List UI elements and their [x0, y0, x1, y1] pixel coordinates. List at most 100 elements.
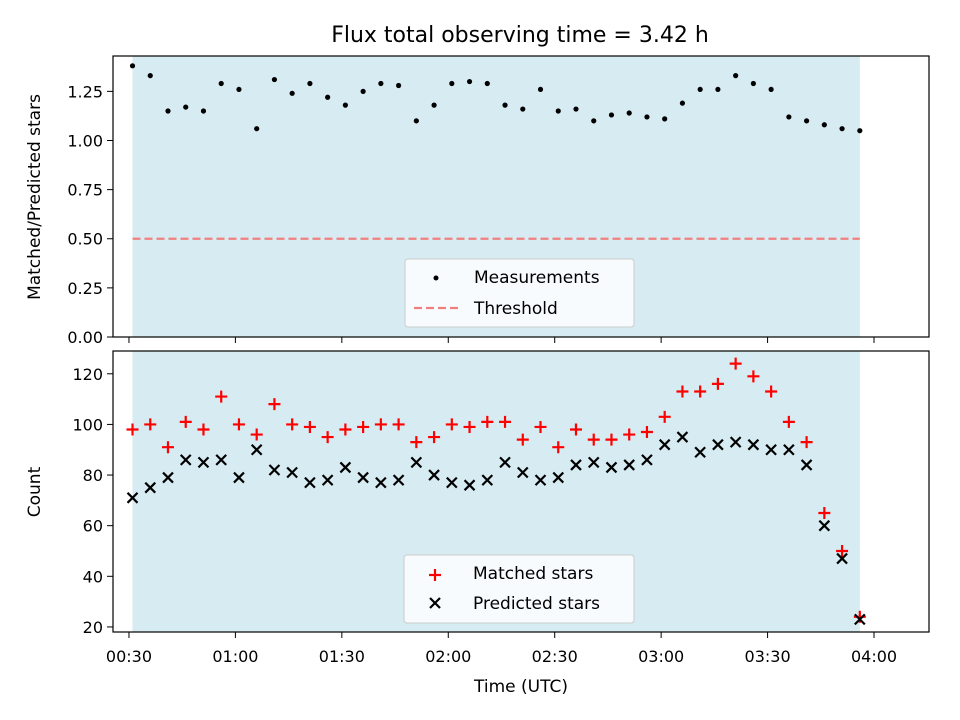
measurement-point [733, 73, 739, 79]
count-plot-frame [112, 350, 930, 633]
matched-star-point [428, 431, 441, 444]
measurement-point [591, 118, 597, 124]
predicted-star-point [800, 459, 813, 471]
predicted-star-point [144, 481, 157, 494]
legend-matched-label: Matched stars [473, 564, 593, 584]
measurement-point [537, 86, 544, 93]
measurement-point [396, 82, 402, 89]
predicted-star-point [304, 476, 316, 489]
matched-star-point [623, 428, 636, 441]
matched-star-point [445, 418, 458, 431]
measurement-point [839, 126, 845, 132]
legend-predicted-marker [429, 597, 441, 609]
predicted-star-point [321, 474, 334, 486]
matched-star-point [729, 357, 742, 370]
predicted-star-point [854, 613, 866, 626]
matched-star-point [694, 385, 707, 398]
matched-star-point [587, 433, 600, 446]
matched-star-point [392, 418, 405, 431]
predicted-star-point [392, 474, 405, 486]
ratio-plot-frame [112, 55, 930, 338]
measurement-point [857, 128, 863, 134]
measurement-point [804, 118, 810, 124]
predicted-star-point [233, 471, 245, 484]
count-y-tick-label: 60 [83, 517, 103, 536]
legend-measurements-label: Measurements [474, 268, 600, 288]
count-x-tick-label: 02:00 [425, 647, 471, 666]
matched-star-point [357, 420, 370, 433]
predicted-star-point [818, 519, 831, 532]
predicted-star-point [463, 479, 476, 491]
matched-star-point [516, 433, 529, 446]
ratio-y-tick-label: 0.75 [67, 181, 103, 200]
measurement-point [342, 102, 348, 108]
measurement-point [502, 102, 508, 108]
matched-star-point [569, 423, 582, 436]
predicted-star-point [410, 456, 423, 469]
measurement-point [626, 110, 632, 116]
matched-star-point [800, 436, 813, 449]
predicted-star-point [268, 464, 281, 476]
measurement-point [307, 80, 313, 87]
measurement-point [679, 100, 686, 106]
predicted-star-point [250, 443, 263, 456]
measurement-point [449, 80, 455, 87]
count-x-tick-label: 03:30 [745, 647, 791, 666]
measurement-point [644, 114, 650, 120]
ratio-y-tick-label: 1.00 [67, 131, 103, 150]
measurement-point [271, 76, 278, 83]
ratio-y-tick-label: 0.25 [67, 279, 103, 298]
predicted-star-point [286, 466, 298, 479]
measurement-point [786, 114, 792, 120]
predicted-star-point [375, 476, 387, 489]
matched-star-point [268, 398, 281, 411]
matched-star-point [463, 420, 476, 433]
ratio-y-axis-label: Matched/Predicted stars [25, 94, 45, 300]
count-x-tick-label: 03:00 [638, 647, 684, 666]
predicted-star-point [339, 461, 352, 474]
measurement-point [378, 80, 384, 87]
predicted-star-point [765, 443, 777, 456]
matched-star-point [232, 418, 245, 431]
legend-threshold-label: Threshold [473, 299, 558, 319]
ratio-y-tick-label: 0.50 [67, 230, 103, 249]
ratio-y-tick-label: 0.00 [67, 328, 103, 347]
legend-predicted-label: Predicted stars [473, 594, 600, 614]
matched-star-point [640, 426, 653, 439]
measurement-point [325, 94, 331, 100]
matched-star-point [339, 423, 352, 436]
matched-star-point [765, 385, 778, 398]
count-x-tick-label: 01:00 [212, 647, 258, 666]
matched-star-point [374, 418, 387, 431]
legend-measurements-marker [433, 275, 439, 281]
matched-star-point [782, 415, 795, 428]
count-y-tick-label: 100 [72, 415, 103, 434]
predicted-star-point [605, 461, 618, 474]
matched-star-point [534, 420, 547, 433]
measurement-point [484, 80, 490, 87]
predicted-star-point [676, 431, 689, 443]
count-panel: 20 40 60 80 100 120 00:30 01:00 01:30 02:00 02:30… [25, 350, 930, 697]
measurement-point [697, 86, 703, 93]
ratio-legend: Measurements Threshold [404, 258, 635, 328]
predicted-star-point [162, 471, 174, 484]
predicted-star-point [197, 456, 210, 469]
matched-star-point [481, 415, 494, 428]
predicted-star-point [126, 492, 139, 504]
matched-star-point [321, 431, 334, 444]
matched-star-point [250, 428, 263, 441]
matched-star-point [836, 544, 849, 557]
predicted-star-point [658, 438, 671, 451]
matched-star-point [818, 507, 831, 520]
matched-star-point [286, 418, 299, 431]
predicted-star-point [499, 456, 511, 469]
count-x-tick-label: 01:30 [319, 647, 365, 666]
measurement-point [147, 73, 153, 79]
count-x-tick-label: 00:30 [106, 647, 152, 666]
matched-star-point [410, 436, 423, 449]
predicted-star-point [570, 459, 582, 471]
matched-star-point [676, 385, 689, 398]
matched-star-point [197, 423, 210, 436]
measurement-point [360, 88, 366, 94]
count-x-axis-label: Time (UTC) [473, 677, 568, 697]
